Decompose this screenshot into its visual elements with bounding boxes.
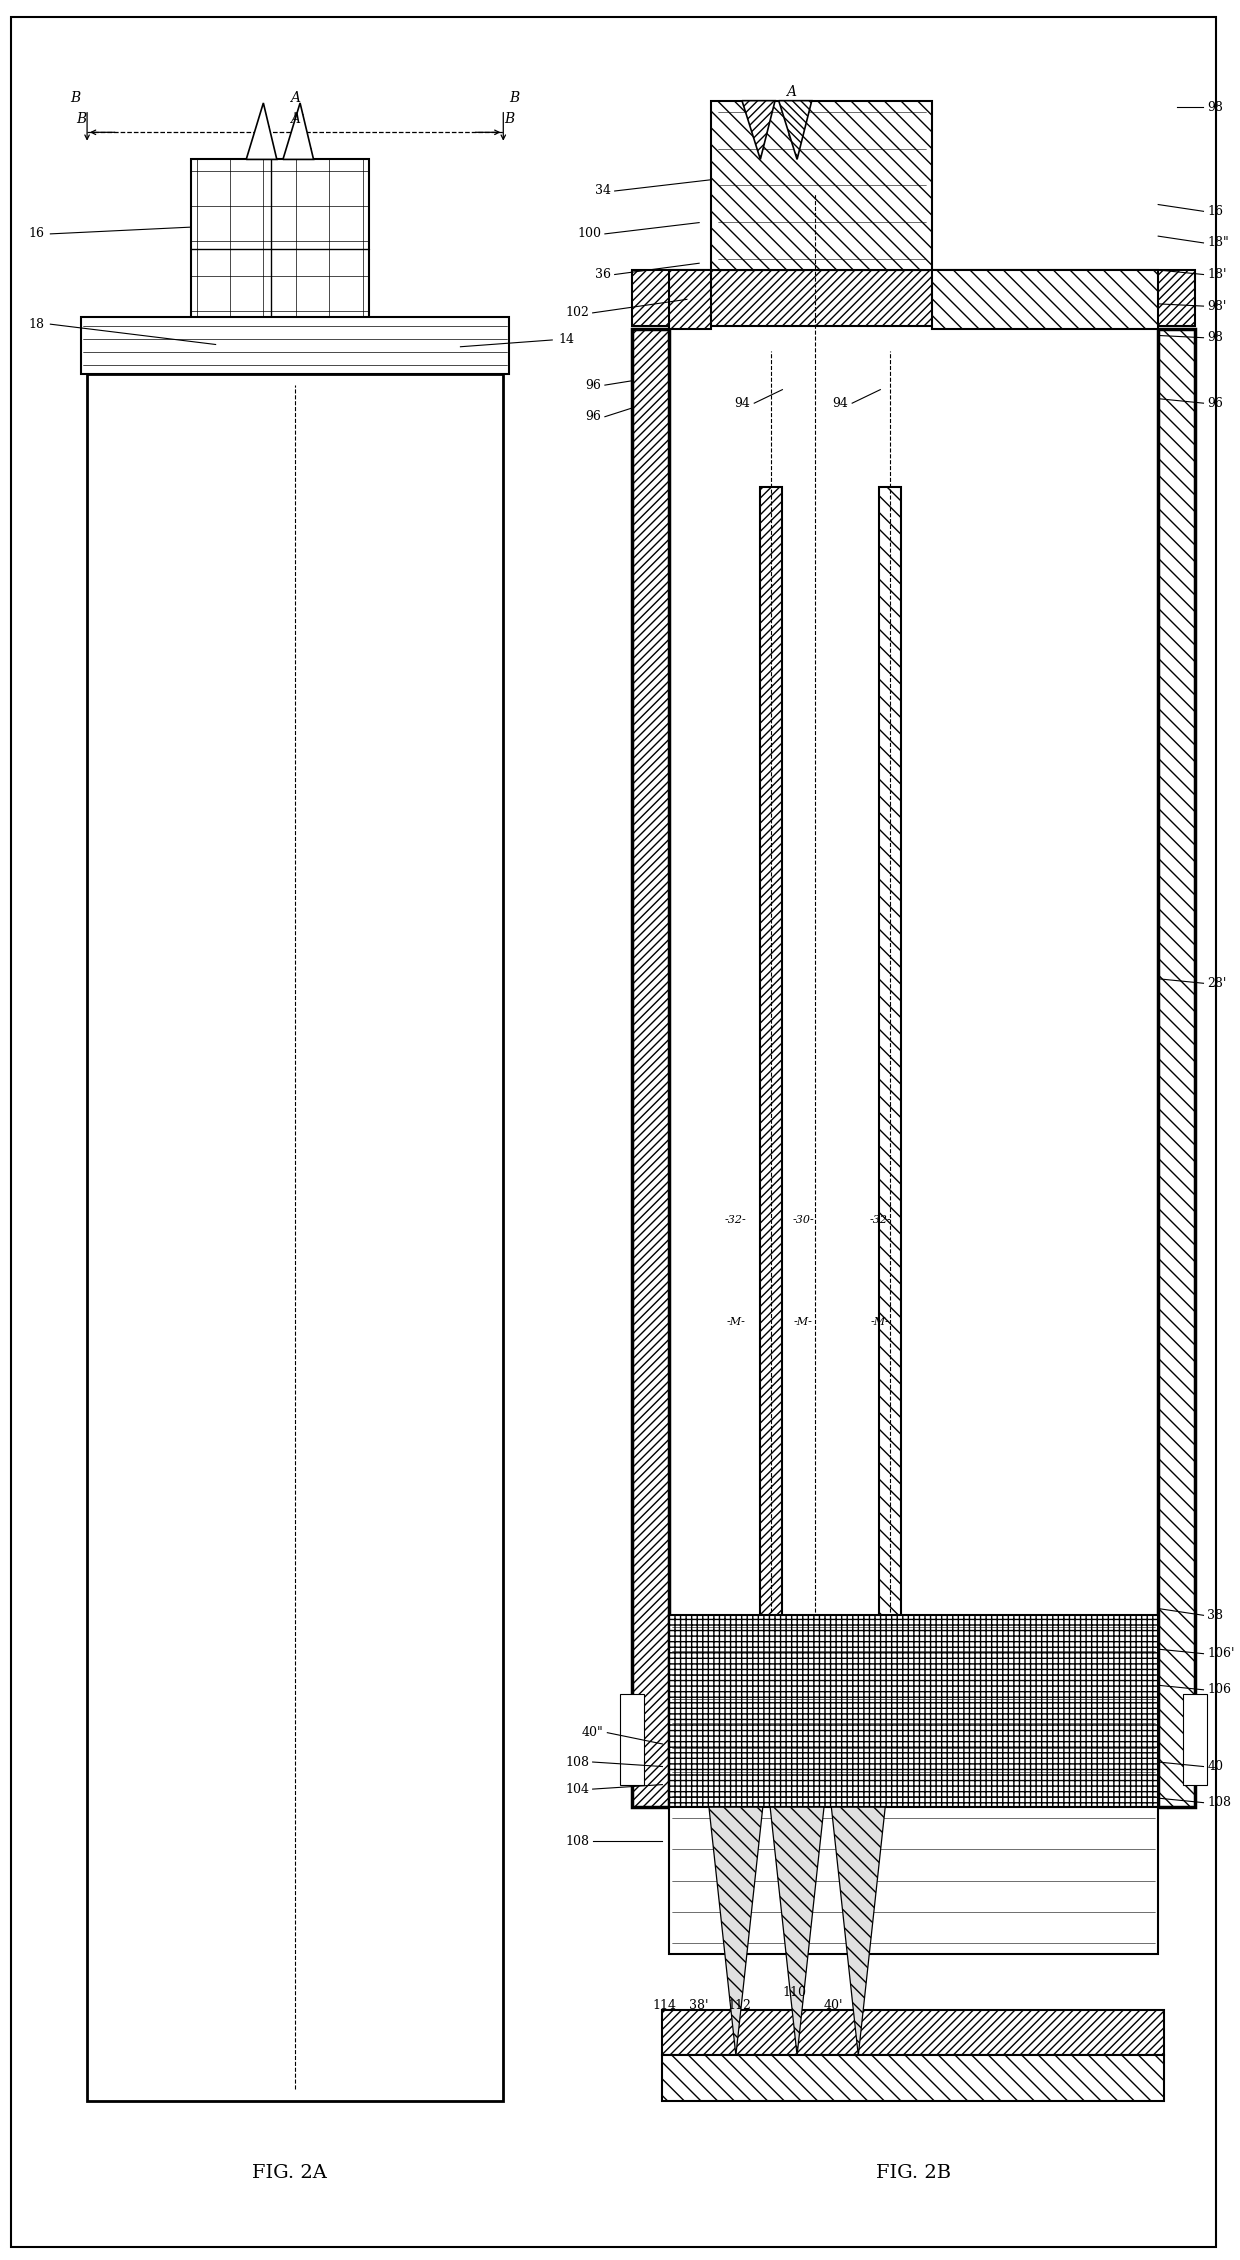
Bar (760, 486, 782, 1650)
Text: 98: 98 (1208, 332, 1223, 344)
Bar (662, 2054, 1164, 2100)
Text: -M-: -M- (794, 1318, 812, 1327)
Text: 16: 16 (1208, 206, 1223, 217)
Text: B: B (71, 90, 81, 106)
Text: 112: 112 (728, 2000, 751, 2011)
Text: -M-: -M- (727, 1318, 745, 1327)
Text: 40: 40 (1208, 1761, 1223, 1774)
Bar (216, 321, 345, 366)
Text: FIG. 2A: FIG. 2A (252, 2163, 326, 2181)
Text: A: A (290, 111, 300, 127)
Text: 98: 98 (1208, 102, 1223, 113)
Polygon shape (742, 102, 775, 160)
Text: 16: 16 (29, 228, 45, 240)
Bar (668, 1616, 1158, 1808)
Text: 96: 96 (585, 380, 601, 391)
Polygon shape (283, 104, 314, 160)
Text: FIG. 2B: FIG. 2B (875, 2163, 951, 2181)
Text: 38': 38' (689, 2000, 709, 2011)
Bar (632, 269, 1195, 325)
Text: B: B (510, 90, 520, 106)
Text: 100: 100 (577, 228, 601, 240)
Bar (632, 328, 668, 1808)
Bar (662, 2011, 1164, 2054)
Bar (1158, 328, 1195, 1808)
Text: 18': 18' (1208, 269, 1226, 280)
Bar (712, 102, 931, 269)
Text: 18: 18 (29, 319, 45, 330)
Bar (668, 1808, 1158, 1955)
Text: 106: 106 (1208, 1684, 1231, 1697)
Text: -32-: -32- (869, 1216, 892, 1225)
Text: 14: 14 (558, 334, 574, 346)
Text: -M-: -M- (870, 1318, 890, 1327)
Text: 34: 34 (595, 185, 611, 197)
Text: 40': 40' (825, 2000, 843, 2011)
Text: 104: 104 (565, 1783, 589, 1797)
Bar (226, 366, 250, 400)
Polygon shape (779, 102, 812, 160)
Text: 108: 108 (565, 1756, 589, 1770)
Text: 96: 96 (585, 411, 601, 423)
Text: 36: 36 (595, 269, 611, 280)
Text: B: B (505, 111, 515, 127)
Polygon shape (668, 269, 712, 328)
Text: 108: 108 (1208, 1797, 1231, 1810)
Polygon shape (247, 104, 277, 160)
Text: 18": 18" (1208, 237, 1229, 249)
Polygon shape (770, 1808, 825, 2054)
Bar (87, 373, 503, 2100)
Polygon shape (831, 1808, 885, 2054)
Bar (81, 316, 510, 373)
Text: A: A (290, 90, 300, 106)
Text: 38: 38 (1208, 1609, 1223, 1623)
Text: 94: 94 (832, 398, 848, 409)
Text: 114: 114 (653, 2000, 677, 2011)
Text: 108: 108 (565, 1835, 589, 1846)
Bar (1183, 1695, 1208, 1785)
Text: 40": 40" (582, 1727, 604, 1740)
Text: B: B (76, 111, 86, 127)
Text: 28': 28' (1208, 976, 1226, 990)
Text: 110: 110 (782, 1987, 807, 1998)
Polygon shape (931, 269, 1158, 328)
Text: 98': 98' (1208, 301, 1226, 312)
Bar (879, 486, 901, 1650)
Text: A: A (786, 84, 796, 99)
Text: 102: 102 (565, 307, 589, 319)
Text: 106': 106' (1208, 1648, 1235, 1661)
Bar (322, 366, 347, 400)
Bar (620, 1695, 644, 1785)
Text: 94: 94 (734, 398, 750, 409)
Text: -30-: -30- (792, 1216, 815, 1225)
Text: -32-: -32- (725, 1216, 746, 1225)
Bar (191, 160, 368, 321)
Text: 96: 96 (1208, 398, 1223, 409)
Polygon shape (709, 1808, 763, 2054)
